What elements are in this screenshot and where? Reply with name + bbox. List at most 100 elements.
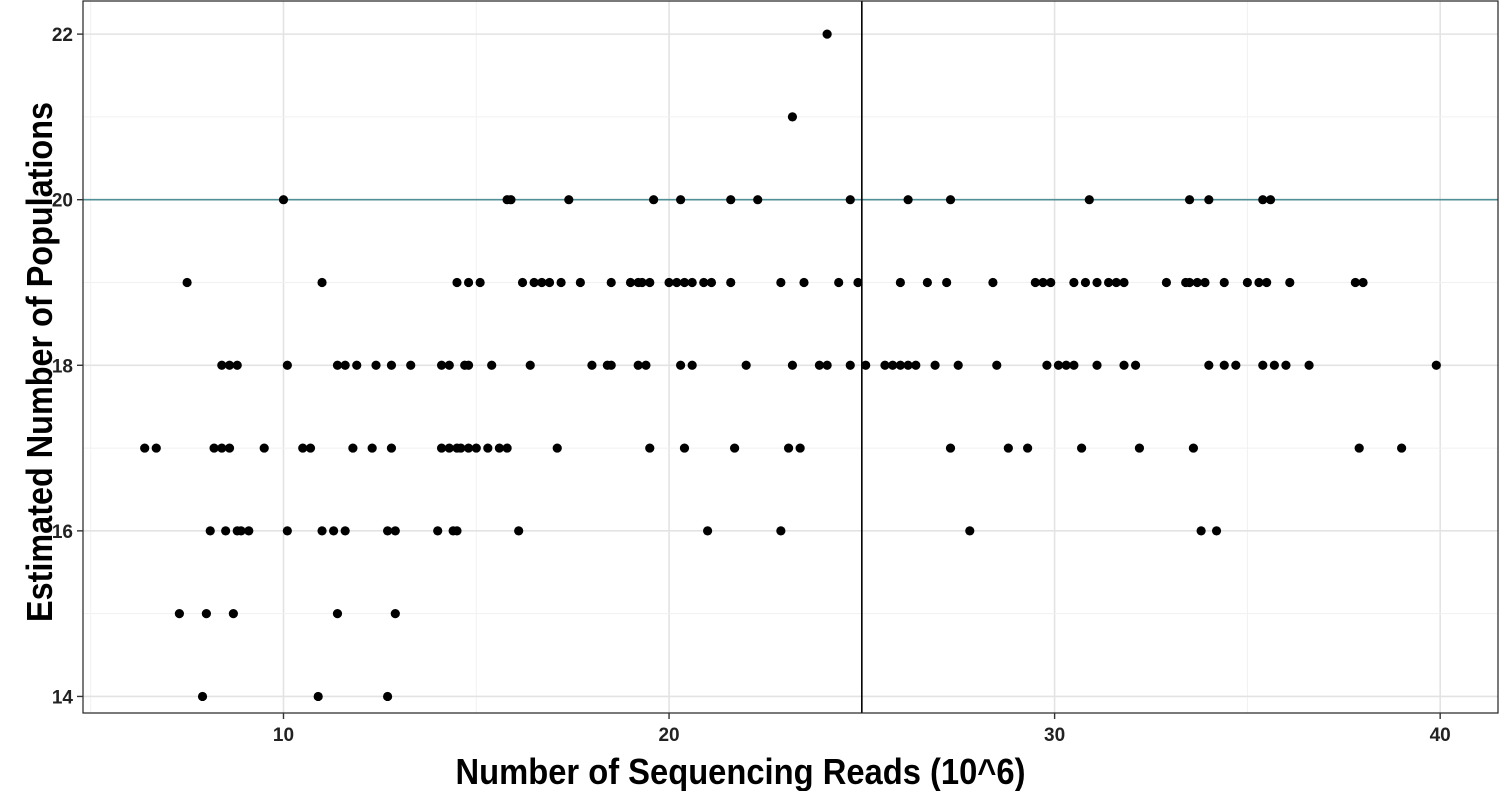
data-point [606, 360, 616, 370]
data-point [436, 443, 447, 453]
data-point [1192, 277, 1202, 288]
data-point [259, 443, 269, 453]
data-point [834, 277, 844, 288]
data-point [1265, 195, 1276, 205]
data-point [433, 526, 443, 536]
data-point [706, 277, 717, 288]
data-point [537, 277, 547, 288]
data-point [386, 360, 397, 370]
data-point [1258, 195, 1268, 205]
data-point [463, 360, 474, 370]
data-point [945, 443, 956, 453]
data-point [988, 277, 998, 288]
data-point [456, 443, 466, 453]
data-point [1350, 277, 1360, 288]
data-point [317, 277, 327, 288]
data-point [911, 360, 921, 370]
data-point [1354, 443, 1364, 453]
data-point [1046, 277, 1056, 288]
data-point [552, 443, 562, 453]
data-point [544, 277, 555, 288]
data-point [795, 443, 805, 453]
data-point [1084, 195, 1094, 205]
data-point [217, 360, 227, 370]
data-point [1161, 277, 1172, 288]
data-point [1304, 360, 1314, 370]
data-point [221, 526, 231, 536]
data-point [1053, 360, 1064, 370]
data-point [787, 112, 798, 122]
data-point [228, 609, 238, 619]
data-point [1184, 277, 1195, 288]
data-point [845, 360, 855, 370]
data-point [942, 277, 952, 288]
data-point [140, 443, 150, 453]
data-point [703, 526, 713, 536]
data-point [672, 277, 682, 288]
data-point [649, 195, 659, 205]
data-point [340, 526, 350, 536]
x-tick-label: 40 [1430, 725, 1451, 746]
data-point [340, 360, 350, 370]
x-tick-label: 30 [1044, 725, 1065, 746]
data-point [475, 277, 485, 288]
data-point [463, 277, 474, 288]
data-point [726, 195, 736, 205]
data-point [965, 526, 975, 536]
data-point [687, 277, 697, 288]
data-point [641, 360, 651, 370]
gridlines [83, 1, 1498, 713]
data-point [205, 526, 215, 536]
data-point [575, 277, 585, 288]
data-point [1219, 360, 1229, 370]
data-point [1119, 360, 1129, 370]
data-point [556, 277, 566, 288]
data-point [182, 277, 192, 288]
data-point [822, 360, 832, 370]
data-points [140, 29, 1441, 702]
data-point [753, 195, 763, 205]
data-point [1134, 443, 1145, 453]
data-point [606, 277, 616, 288]
data-point [1200, 277, 1210, 288]
data-point [1061, 360, 1071, 370]
data-point [1431, 360, 1441, 370]
data-point [1397, 443, 1407, 453]
data-point [1080, 277, 1091, 288]
data-point [209, 443, 219, 453]
data-point [201, 609, 211, 619]
data-point [487, 360, 497, 370]
data-point [922, 277, 932, 288]
data-point [1262, 277, 1272, 288]
data-point [880, 360, 890, 370]
data-point [529, 277, 539, 288]
data-point [514, 526, 524, 536]
data-point [298, 443, 308, 453]
x-axis-title: Number of Sequencing Reads (10^6) [456, 751, 1026, 791]
data-point [371, 360, 381, 370]
data-point [679, 443, 690, 453]
data-point [783, 443, 794, 453]
data-point [845, 195, 855, 205]
data-point [1231, 360, 1241, 370]
data-point [1184, 195, 1195, 205]
data-point [903, 195, 913, 205]
data-point [930, 360, 940, 370]
data-point [676, 195, 686, 205]
data-point [406, 360, 416, 370]
x-tick-label: 10 [273, 725, 294, 746]
data-point [382, 691, 393, 702]
data-point [1204, 360, 1214, 370]
data-point [224, 360, 235, 370]
data-point [494, 443, 505, 453]
data-point [1111, 277, 1121, 288]
plot-panel-border [82, 0, 1499, 714]
data-point [232, 360, 242, 370]
data-point [679, 277, 690, 288]
data-point [1092, 360, 1102, 370]
data-point [197, 691, 208, 702]
data-point [687, 360, 697, 370]
data-point [444, 443, 454, 453]
data-point [224, 443, 235, 453]
data-point [367, 443, 377, 453]
